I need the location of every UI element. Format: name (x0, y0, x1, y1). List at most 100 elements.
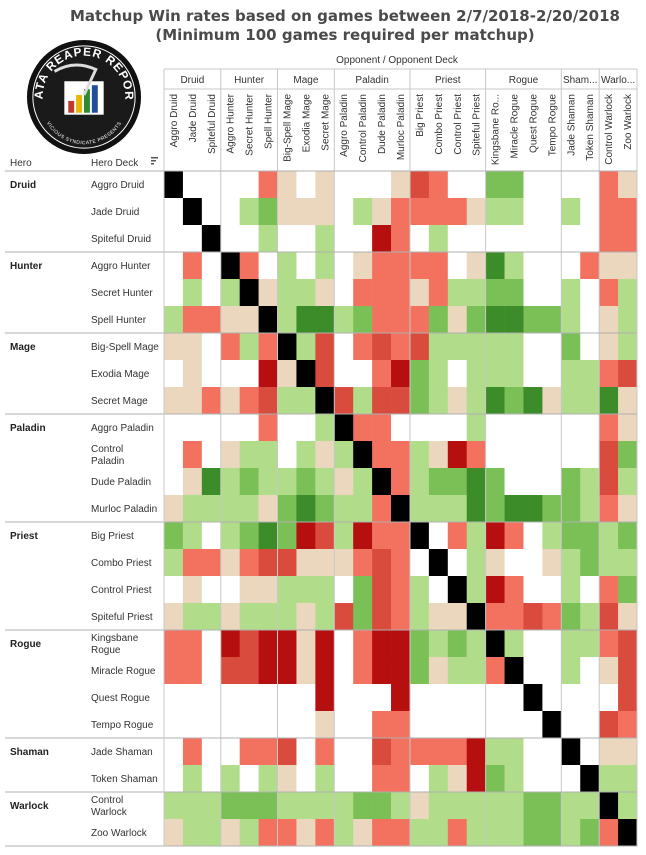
heatmap-cell[interactable] (466, 765, 486, 793)
heatmap-cell[interactable] (523, 414, 543, 442)
heatmap-cell[interactable] (561, 171, 581, 199)
heatmap-cell[interactable] (542, 603, 562, 631)
heatmap-cell[interactable] (277, 549, 297, 577)
heatmap-cell[interactable] (334, 279, 354, 307)
heatmap-cell[interactable] (220, 414, 240, 442)
heatmap-cell[interactable] (409, 711, 430, 739)
heatmap-cell[interactable] (391, 252, 411, 280)
heatmap-cell[interactable] (277, 630, 297, 658)
heatmap-cell[interactable] (277, 765, 297, 793)
heatmap-cell[interactable] (258, 657, 278, 685)
heatmap-cell[interactable] (353, 522, 373, 550)
heatmap-cell[interactable] (391, 603, 411, 631)
heatmap-cell[interactable] (391, 198, 411, 226)
heatmap-cell[interactable] (523, 360, 543, 388)
heatmap-cell[interactable] (220, 792, 240, 820)
heatmap-cell[interactable] (182, 522, 203, 550)
heatmap-cell[interactable] (239, 495, 259, 523)
heatmap-cell[interactable] (523, 603, 543, 631)
heatmap-cell[interactable] (504, 306, 524, 334)
heatmap-cell[interactable] (580, 333, 600, 361)
heatmap-cell[interactable] (618, 819, 638, 847)
heatmap-cell[interactable] (447, 252, 468, 280)
heatmap-cell[interactable] (618, 738, 638, 766)
heatmap-cell[interactable] (466, 414, 486, 442)
heatmap-cell[interactable] (618, 225, 638, 253)
heatmap-cell[interactable] (258, 738, 278, 766)
heatmap-cell[interactable] (447, 387, 468, 415)
heatmap-cell[interactable] (182, 387, 203, 415)
heatmap-cell[interactable] (239, 657, 259, 685)
heatmap-cell[interactable] (580, 198, 600, 226)
heatmap-cell[interactable] (201, 819, 222, 847)
heatmap-cell[interactable] (428, 576, 449, 604)
heatmap-cell[interactable] (409, 441, 430, 469)
heatmap-cell[interactable] (523, 819, 543, 847)
heatmap-cell[interactable] (561, 468, 581, 496)
heatmap-cell[interactable] (580, 765, 600, 793)
heatmap-cell[interactable] (542, 360, 562, 388)
heatmap-cell[interactable] (599, 738, 619, 766)
heatmap-cell[interactable] (428, 603, 449, 631)
heatmap-cell[interactable] (239, 441, 259, 469)
heatmap-cell[interactable] (561, 252, 581, 280)
heatmap-cell[interactable] (315, 387, 335, 415)
heatmap-cell[interactable] (542, 738, 562, 766)
heatmap-cell[interactable] (182, 333, 203, 361)
heatmap-cell[interactable] (391, 738, 411, 766)
heatmap-cell[interactable] (182, 603, 203, 631)
heatmap-cell[interactable] (447, 198, 468, 226)
heatmap-cell[interactable] (296, 387, 316, 415)
heatmap-cell[interactable] (485, 198, 505, 226)
heatmap-cell[interactable] (391, 171, 411, 199)
heatmap-cell[interactable] (277, 522, 297, 550)
heatmap-cell[interactable] (334, 711, 354, 739)
heatmap-cell[interactable] (599, 198, 619, 226)
heatmap-cell[interactable] (428, 711, 449, 739)
heatmap-cell[interactable] (334, 171, 354, 199)
heatmap-cell[interactable] (182, 225, 203, 253)
heatmap-cell[interactable] (542, 495, 562, 523)
heatmap-cell[interactable] (599, 171, 619, 199)
heatmap-cell[interactable] (504, 252, 524, 280)
heatmap-cell[interactable] (353, 495, 373, 523)
heatmap-cell[interactable] (353, 252, 373, 280)
heatmap-cell[interactable] (391, 441, 411, 469)
heatmap-cell[interactable] (239, 306, 259, 334)
heatmap-cell[interactable] (315, 441, 335, 469)
heatmap-cell[interactable] (504, 684, 524, 712)
heatmap-cell[interactable] (447, 225, 468, 253)
heatmap-cell[interactable] (391, 306, 411, 334)
heatmap-cell[interactable] (409, 414, 430, 442)
heatmap-cell[interactable] (372, 765, 392, 793)
heatmap-cell[interactable] (542, 387, 562, 415)
heatmap-cell[interactable] (315, 738, 335, 766)
heatmap-cell[interactable] (164, 252, 184, 280)
heatmap-cell[interactable] (164, 684, 184, 712)
heatmap-cell[interactable] (353, 792, 373, 820)
heatmap-cell[interactable] (164, 225, 184, 253)
heatmap-cell[interactable] (182, 252, 203, 280)
heatmap-cell[interactable] (258, 225, 278, 253)
heatmap-cell[interactable] (447, 657, 468, 685)
heatmap-cell[interactable] (409, 576, 430, 604)
heatmap-cell[interactable] (580, 792, 600, 820)
heatmap-cell[interactable] (580, 603, 600, 631)
heatmap-cell[interactable] (447, 414, 468, 442)
heatmap-cell[interactable] (561, 522, 581, 550)
heatmap-cell[interactable] (334, 252, 354, 280)
heatmap-cell[interactable] (220, 549, 240, 577)
heatmap-cell[interactable] (353, 657, 373, 685)
heatmap-cell[interactable] (239, 819, 259, 847)
heatmap-cell[interactable] (561, 360, 581, 388)
heatmap-cell[interactable] (164, 603, 184, 631)
heatmap-cell[interactable] (182, 198, 203, 226)
heatmap-cell[interactable] (523, 765, 543, 793)
heatmap-cell[interactable] (296, 603, 316, 631)
heatmap-cell[interactable] (277, 198, 297, 226)
heatmap-cell[interactable] (618, 576, 638, 604)
heatmap-cell[interactable] (372, 495, 392, 523)
heatmap-cell[interactable] (428, 360, 449, 388)
heatmap-cell[interactable] (542, 279, 562, 307)
heatmap-cell[interactable] (409, 360, 430, 388)
